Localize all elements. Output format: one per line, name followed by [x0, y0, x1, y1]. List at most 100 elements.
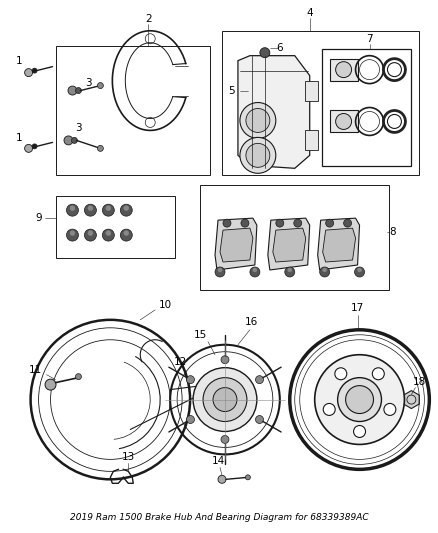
Circle shape — [336, 114, 352, 130]
Circle shape — [88, 206, 93, 211]
Circle shape — [25, 144, 32, 152]
Circle shape — [240, 138, 276, 173]
Text: 7: 7 — [366, 34, 373, 44]
Polygon shape — [273, 228, 306, 262]
Polygon shape — [220, 228, 253, 262]
Text: 10: 10 — [159, 300, 172, 310]
Bar — [56, 196, 175, 258]
Circle shape — [245, 475, 251, 480]
Polygon shape — [215, 218, 257, 270]
Circle shape — [67, 229, 78, 241]
Circle shape — [221, 356, 229, 364]
Circle shape — [45, 379, 56, 390]
Text: 13: 13 — [122, 453, 135, 463]
Circle shape — [241, 219, 249, 227]
Circle shape — [255, 416, 264, 424]
Circle shape — [215, 267, 225, 277]
Circle shape — [120, 204, 132, 216]
Circle shape — [187, 376, 194, 384]
Circle shape — [85, 204, 96, 216]
Circle shape — [335, 368, 347, 379]
Circle shape — [314, 355, 404, 445]
Text: 16: 16 — [245, 317, 258, 327]
Circle shape — [357, 268, 361, 272]
Circle shape — [223, 219, 231, 227]
Circle shape — [246, 143, 270, 167]
Circle shape — [320, 267, 330, 277]
Circle shape — [221, 435, 229, 443]
Text: 18: 18 — [413, 377, 426, 386]
Text: 1: 1 — [15, 133, 22, 143]
Circle shape — [70, 206, 75, 211]
Circle shape — [71, 138, 78, 143]
Bar — [56, 46, 210, 175]
Circle shape — [218, 268, 222, 272]
Text: 8: 8 — [389, 227, 396, 237]
Text: 2: 2 — [145, 14, 152, 24]
Text: 11: 11 — [29, 365, 42, 375]
Circle shape — [343, 219, 352, 227]
Circle shape — [353, 425, 366, 438]
Circle shape — [124, 206, 129, 211]
Polygon shape — [268, 218, 310, 270]
Bar — [330, 110, 357, 132]
Circle shape — [338, 378, 381, 422]
Circle shape — [346, 385, 374, 414]
Circle shape — [288, 268, 292, 272]
Circle shape — [355, 267, 364, 277]
Circle shape — [218, 475, 226, 483]
Bar — [200, 185, 389, 290]
Text: 9: 9 — [35, 213, 42, 223]
Circle shape — [336, 62, 352, 78]
Circle shape — [384, 403, 396, 415]
Text: 17: 17 — [351, 303, 364, 313]
Circle shape — [285, 267, 295, 277]
Text: 12: 12 — [173, 357, 187, 367]
Circle shape — [213, 387, 237, 411]
Circle shape — [102, 204, 114, 216]
Circle shape — [193, 368, 257, 432]
Text: 6: 6 — [276, 43, 283, 53]
Polygon shape — [238, 55, 310, 168]
Circle shape — [323, 268, 327, 272]
Circle shape — [102, 229, 114, 241]
Bar — [321, 49, 411, 166]
Circle shape — [68, 86, 77, 95]
Polygon shape — [323, 228, 356, 262]
Circle shape — [326, 219, 334, 227]
Circle shape — [120, 229, 132, 241]
Circle shape — [75, 87, 81, 94]
Circle shape — [97, 146, 103, 151]
Circle shape — [32, 68, 37, 73]
Circle shape — [85, 229, 96, 241]
Text: 3: 3 — [75, 124, 82, 133]
Bar — [222, 31, 419, 175]
Circle shape — [187, 416, 194, 424]
Circle shape — [255, 376, 264, 384]
Text: 4: 4 — [307, 8, 313, 18]
Text: 1: 1 — [15, 55, 22, 66]
Circle shape — [32, 144, 37, 149]
Circle shape — [106, 206, 111, 211]
Circle shape — [75, 374, 81, 379]
Circle shape — [323, 403, 335, 415]
Circle shape — [253, 268, 257, 272]
Bar — [330, 59, 357, 80]
Circle shape — [124, 231, 129, 236]
Text: 14: 14 — [212, 456, 225, 466]
Circle shape — [246, 109, 270, 132]
Circle shape — [70, 231, 75, 236]
Circle shape — [25, 69, 32, 77]
Text: 3: 3 — [85, 78, 92, 87]
Circle shape — [240, 102, 276, 139]
Circle shape — [250, 267, 260, 277]
Circle shape — [106, 231, 111, 236]
Circle shape — [64, 136, 73, 145]
Circle shape — [203, 378, 247, 422]
Polygon shape — [305, 131, 318, 150]
Text: 5: 5 — [229, 86, 235, 95]
Circle shape — [294, 219, 302, 227]
Polygon shape — [305, 80, 318, 101]
Circle shape — [276, 219, 284, 227]
Circle shape — [372, 368, 384, 379]
